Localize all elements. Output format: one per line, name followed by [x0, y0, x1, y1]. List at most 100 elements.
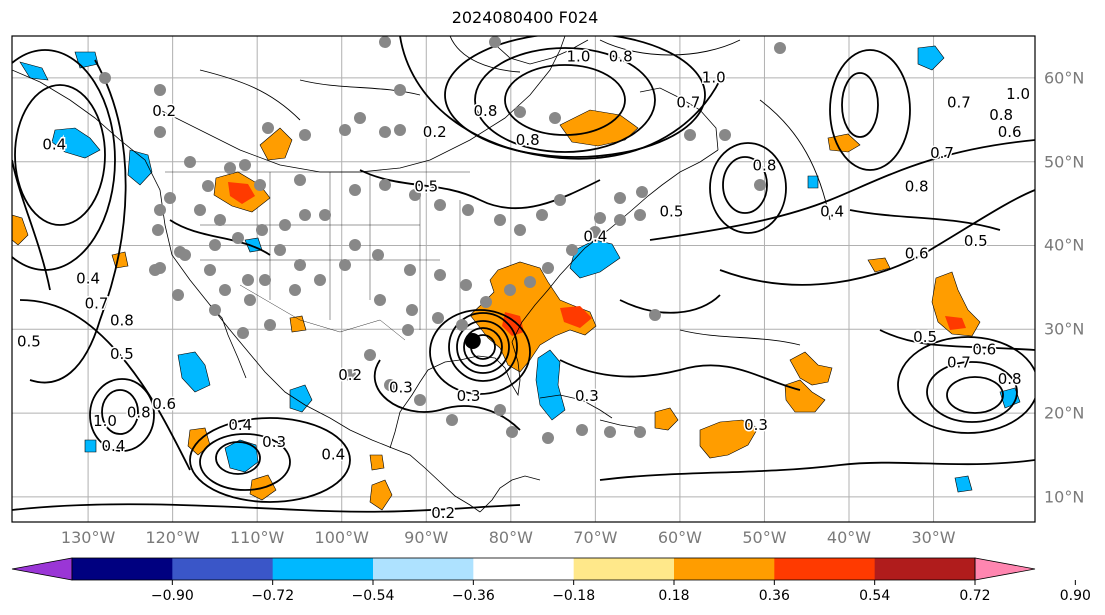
contour-label: 0.7 — [676, 94, 700, 112]
station-dot — [480, 296, 492, 308]
colorbar-segment — [373, 558, 474, 580]
station-dot — [506, 426, 518, 438]
station-dot — [299, 209, 311, 221]
contour-label: 0.8 — [127, 404, 151, 422]
colorbar-tick-label: −0.72 — [251, 588, 295, 604]
contour-label: 0.6 — [152, 395, 176, 413]
station-dot — [634, 209, 646, 221]
station-dot — [406, 304, 418, 316]
station-dot — [339, 259, 351, 271]
station-dot — [379, 36, 391, 48]
contour-label: 1.0 — [1006, 85, 1030, 103]
station-dot — [374, 294, 386, 306]
contour-label: 0.5 — [17, 332, 41, 350]
contour-label: 0.8 — [474, 102, 498, 120]
station-dot — [589, 226, 601, 238]
contour-label: 0.4 — [102, 437, 126, 455]
station-dot — [184, 156, 196, 168]
station-dot — [339, 124, 351, 136]
station-dot — [542, 432, 554, 444]
station-dot — [404, 264, 416, 276]
station-dot — [344, 369, 356, 381]
hurricane-center — [464, 333, 481, 350]
contour-label: 0.4 — [76, 270, 100, 288]
station-dot — [289, 284, 301, 296]
lat-tick-label: 40°N — [1044, 235, 1085, 255]
shade-patch — [177, 351, 211, 393]
station-dot — [349, 184, 361, 196]
colorbar-tick-label: −0.18 — [552, 588, 596, 604]
station-dot — [384, 379, 396, 391]
station-dot — [460, 279, 472, 291]
station-dot — [604, 426, 616, 438]
station-dot — [446, 414, 458, 426]
lat-tick-label: 20°N — [1044, 403, 1085, 423]
station-dot — [402, 324, 414, 336]
lon-tick-label: 80°W — [488, 528, 533, 547]
shade-patch — [502, 312, 524, 336]
contour-label: 0.4 — [42, 135, 66, 153]
shade-patch — [807, 175, 819, 189]
lon-tick-label: 40°W — [826, 528, 872, 547]
contour-label: 0.8 — [998, 370, 1022, 388]
contour-label: 0.3 — [575, 387, 599, 405]
contour-label: 0.4 — [228, 416, 252, 434]
shade-patch — [699, 419, 759, 459]
lat-tick-label: 50°N — [1044, 152, 1085, 172]
station-dot — [294, 174, 306, 186]
shade-patch — [954, 475, 973, 493]
contour-label: 0.5 — [964, 232, 988, 250]
contour-label: 1.0 — [93, 412, 117, 430]
contour-label: 0.6 — [972, 341, 996, 359]
station-dot — [194, 204, 206, 216]
station-dot — [494, 404, 506, 416]
station-dot — [232, 232, 244, 244]
station-dot — [172, 289, 184, 301]
contour-label: 0.2 — [152, 102, 176, 120]
station-dot — [566, 244, 578, 256]
minor-contours — [199, 36, 831, 346]
station-dot — [244, 294, 256, 306]
shade-patch — [228, 182, 255, 204]
colorbar-segment — [473, 558, 575, 580]
shade-patch — [917, 45, 945, 71]
station-dot — [202, 180, 214, 192]
station-dot — [379, 126, 391, 138]
contour-label: 0.7 — [947, 353, 971, 371]
station-dot — [576, 424, 588, 436]
contour-label: 0.3 — [389, 378, 413, 396]
colorbar-tick-label: 0.18 — [658, 588, 690, 604]
station-dot — [594, 212, 606, 224]
colorbar-segment — [573, 558, 675, 580]
station-dot — [319, 209, 331, 221]
station-dot — [409, 189, 421, 201]
station-dot — [256, 224, 268, 236]
station-dot — [549, 112, 561, 124]
station-dot — [462, 204, 474, 216]
shade-patch — [654, 407, 679, 431]
lon-tick-label: 30°W — [911, 528, 956, 547]
lat-tick-label: 30°N — [1044, 319, 1085, 339]
contour-label: 0.4 — [583, 228, 607, 246]
shade-patch — [84, 439, 97, 453]
contour-label: 0.5 — [110, 345, 134, 363]
station-dot — [542, 262, 554, 274]
shade-patch — [535, 349, 566, 421]
station-dot — [364, 349, 376, 361]
lon-tick-label: 100°W — [314, 528, 369, 547]
colorbar-segment — [774, 558, 876, 580]
station-dot — [379, 179, 391, 191]
colorbar-tick-label: 0.36 — [758, 588, 790, 604]
station-dot — [394, 84, 406, 96]
contour-label: 0.8 — [609, 47, 633, 65]
shade-patch — [931, 271, 981, 337]
lon-tick-label: 130°W — [60, 528, 116, 547]
shade-patch — [867, 257, 891, 273]
station-dot — [372, 249, 384, 261]
station-dot — [174, 246, 186, 258]
station-dot — [209, 304, 221, 316]
contour-label: 0.8 — [516, 131, 540, 149]
colorbar — [11, 557, 1076, 585]
station-dot — [514, 106, 526, 118]
station-dot — [299, 129, 311, 141]
